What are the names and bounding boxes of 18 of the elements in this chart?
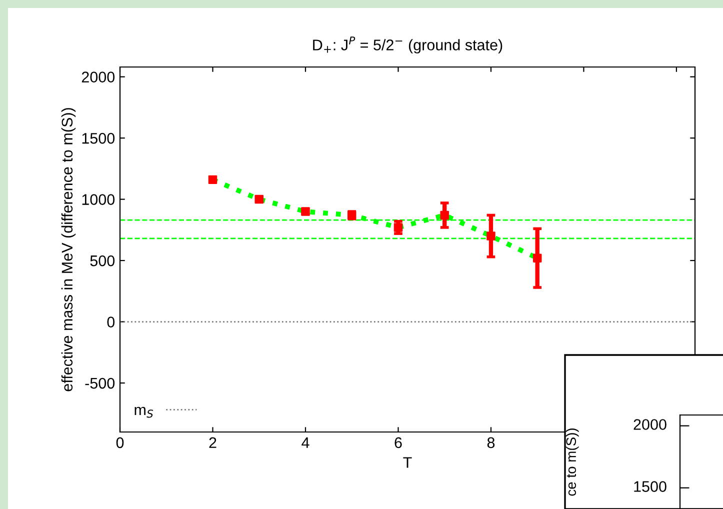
- x-tick-label: 8: [487, 437, 495, 448]
- x-tick-label: 0: [116, 437, 124, 448]
- x-tick-label: 2: [209, 437, 216, 448]
- text: 1500: [634, 481, 666, 492]
- y-tick-label: -500: [85, 378, 115, 389]
- chart-title: D$_{+}$: J$^{P}$ = 5/2$^{−}$ (ground state): [313, 36, 502, 54]
- x-tick-label: 4: [302, 437, 310, 448]
- y-axis-title: effective mass in MeV (difference to m(S)): [61, 108, 76, 392]
- y-tick-label: 2000: [82, 72, 115, 82]
- y-tick-label: 1500: [82, 132, 115, 144]
- y-tick-label: 500: [90, 255, 115, 266]
- x-axis-title: T: [403, 457, 412, 468]
- y-tick-label: 0: [107, 316, 115, 328]
- annotation: 2000: [634, 419, 666, 430]
- legend-label: m$_{S}$: [134, 406, 154, 418]
- x-tick-label: 6: [394, 437, 402, 448]
- y-tick-label: 1000: [82, 194, 115, 205]
- text: ce to m(S)): [566, 428, 579, 496]
